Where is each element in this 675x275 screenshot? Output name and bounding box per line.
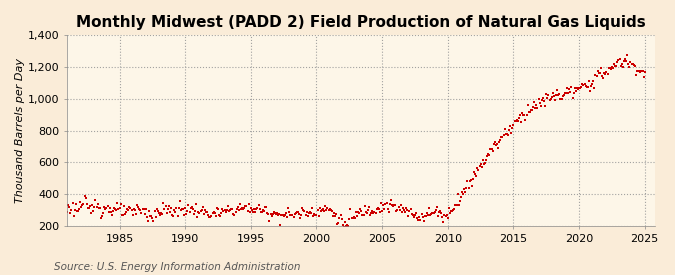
Y-axis label: Thousand Barrels per Day: Thousand Barrels per Day bbox=[15, 58, 25, 203]
Text: Source: U.S. Energy Information Administration: Source: U.S. Energy Information Administ… bbox=[54, 262, 300, 272]
Title: Monthly Midwest (PADD 2) Field Production of Natural Gas Liquids: Monthly Midwest (PADD 2) Field Productio… bbox=[76, 15, 646, 30]
